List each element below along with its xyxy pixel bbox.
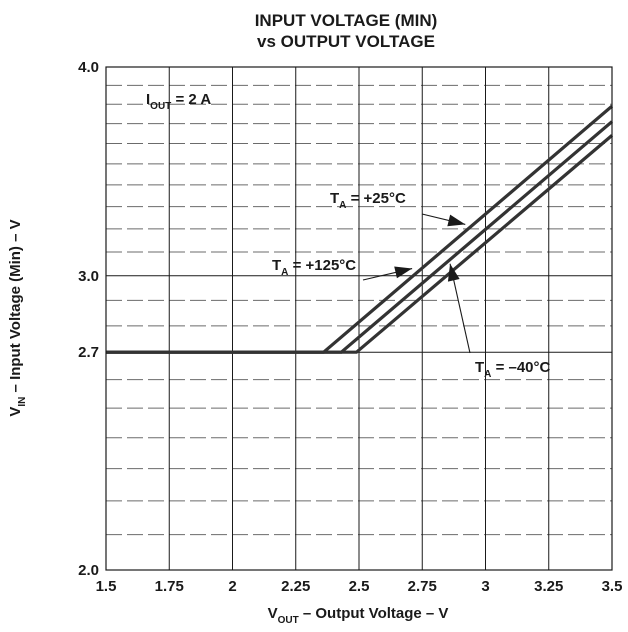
chart-title-line-1: INPUT VOLTAGE (MIN): [255, 11, 438, 30]
x-tick-label: 2: [228, 578, 236, 595]
x-tick-label: 3.25: [534, 578, 563, 595]
y-tick-labels: 2.0 2.7 3.0 4.0: [78, 59, 99, 579]
series: [106, 104, 614, 354]
y-tick-label: 2.7: [78, 344, 99, 361]
x-tick-label: 2.5: [349, 578, 370, 595]
annotation-ta-25: TA = +25°C: [330, 190, 406, 211]
y-tick-label: 3.0: [78, 268, 99, 285]
plot-frame: [105, 66, 613, 571]
x-tick-label: 2.75: [408, 578, 437, 595]
x-tick-label: 1.5: [96, 578, 117, 595]
x-tick-label: 2.25: [281, 578, 310, 595]
x-tick-label: 3: [481, 578, 489, 595]
x-tick-label: 3.5: [602, 578, 623, 595]
annotation-ta-125: TA = +125°C: [272, 257, 356, 278]
y-tick-label: 2.0: [78, 562, 99, 579]
annotation-arrowhead-0: [447, 214, 466, 227]
y-tick-label: 4.0: [78, 59, 99, 76]
annotation-arrows: [362, 213, 471, 354]
condition-label: IOUT = 2 A: [146, 91, 211, 112]
annotation-arrowhead-2: [447, 263, 460, 282]
annotation-arrowhead-1: [394, 266, 413, 279]
annotation-ta-minus-40: TA = –40°C: [475, 359, 551, 380]
x-axis-label: VOUT – Output Voltage – V: [268, 605, 449, 626]
y-axis-label: VIN – Input Voltage (Min) – V: [7, 219, 28, 416]
chart-title-line-2: vs OUTPUT VOLTAGE: [257, 32, 435, 51]
x-tick-label: 1.75: [155, 578, 184, 595]
grid: [105, 66, 613, 571]
x-tick-labels: 1.5 1.75 2 2.25 2.5 2.75 3 3.25 3.5: [96, 578, 623, 595]
series-line-2: [106, 134, 614, 354]
